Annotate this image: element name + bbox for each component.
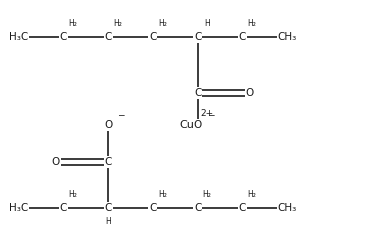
Text: C: C bbox=[149, 32, 157, 42]
Text: CH₃: CH₃ bbox=[278, 203, 297, 213]
Text: 2+: 2+ bbox=[200, 110, 214, 118]
Text: H: H bbox=[105, 217, 111, 226]
Text: C: C bbox=[194, 203, 201, 213]
Text: C: C bbox=[239, 32, 246, 42]
Text: C: C bbox=[104, 203, 112, 213]
Text: Cu: Cu bbox=[179, 120, 194, 130]
Text: H₂: H₂ bbox=[158, 190, 167, 199]
Text: −: − bbox=[207, 111, 214, 120]
Text: O: O bbox=[194, 120, 202, 130]
Text: C: C bbox=[149, 203, 157, 213]
Text: O: O bbox=[52, 157, 60, 167]
Text: H₂: H₂ bbox=[247, 19, 256, 28]
Text: C: C bbox=[104, 32, 112, 42]
Text: O: O bbox=[104, 120, 112, 130]
Text: H₂: H₂ bbox=[113, 19, 122, 28]
Text: H₂: H₂ bbox=[68, 190, 77, 199]
Text: C: C bbox=[194, 32, 201, 42]
Text: C: C bbox=[60, 32, 67, 42]
Text: H₂: H₂ bbox=[158, 19, 167, 28]
Text: H₂: H₂ bbox=[247, 190, 256, 199]
Text: H₂: H₂ bbox=[203, 190, 211, 199]
Text: CH₃: CH₃ bbox=[278, 32, 297, 42]
Text: H₃C: H₃C bbox=[9, 32, 28, 42]
Text: O: O bbox=[246, 88, 254, 98]
Text: H₃C: H₃C bbox=[9, 203, 28, 213]
Text: C: C bbox=[239, 203, 246, 213]
Text: C: C bbox=[194, 88, 201, 98]
Text: H: H bbox=[204, 19, 210, 28]
Text: H₂: H₂ bbox=[68, 19, 77, 28]
Text: C: C bbox=[104, 157, 112, 167]
Text: C: C bbox=[60, 203, 67, 213]
Text: −: − bbox=[117, 111, 125, 120]
